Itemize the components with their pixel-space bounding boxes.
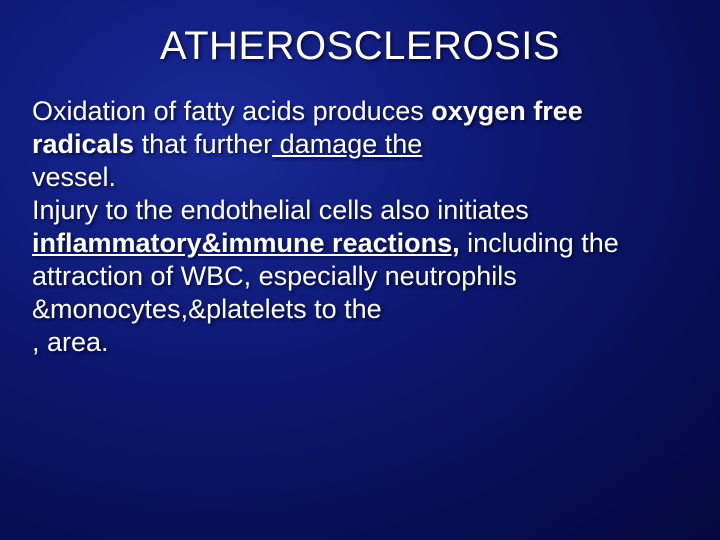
p1-text-2: that further [134, 129, 272, 159]
p1-text: Oxidation of fatty acids produces [32, 96, 431, 126]
p2-text-3: area. [40, 327, 109, 357]
p1-text-3: vessel. [32, 162, 116, 192]
p1-underline: damage the [272, 129, 422, 159]
paragraph-1: Oxidation of fatty acids produces oxygen… [32, 95, 690, 194]
slide: ATHEROSCLEROSIS Oxidation of fatty acids… [0, 0, 720, 540]
slide-title: ATHEROSCLEROSIS [30, 24, 690, 69]
p2-underline: , [32, 327, 40, 357]
slide-body: Oxidation of fatty acids produces oxygen… [30, 95, 690, 359]
p2-underline-bold: inflammatory&immune reactions, [32, 228, 460, 258]
paragraph-2: Injury to the endothelial cells also ini… [32, 194, 690, 359]
p2-text: Injury to the endothelial cells also ini… [32, 195, 529, 225]
